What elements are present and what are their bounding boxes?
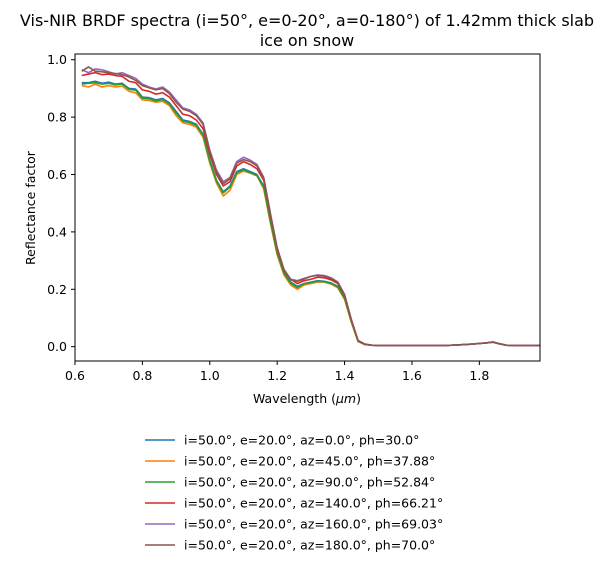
legend-label-4: i=50.0°, e=20.0°, az=140.0°, ph=66.21° — [184, 496, 443, 511]
y-axis-label: Reflectance factor — [23, 150, 38, 265]
x-tick-label: 1.2 — [267, 368, 287, 383]
x-axis-label-prefix: Wavelength ( — [253, 391, 336, 406]
series-line-4 — [81, 71, 540, 347]
legend-label-6: i=50.0°, e=20.0°, az=180.0°, ph=70.0° — [184, 538, 435, 553]
plot-frame — [74, 53, 541, 362]
x-tick-label: 1.8 — [469, 368, 489, 383]
x-axis-label-suffix: ) — [356, 391, 361, 406]
series-line-6 — [81, 66, 540, 347]
series-line-2 — [81, 83, 540, 347]
y-tick-label: 0.6 — [47, 167, 67, 182]
x-tick-label: 1.4 — [335, 368, 355, 383]
legend-label-3: i=50.0°, e=20.0°, az=90.0°, ph=52.84° — [184, 475, 435, 490]
x-tick-label: 1.6 — [402, 368, 422, 383]
chart-title-line-2: ice on snow — [260, 31, 355, 50]
x-tick-label: 0.6 — [65, 368, 85, 383]
y-tick-label: 0.8 — [47, 110, 67, 125]
x-tick-label: 1.0 — [200, 368, 220, 383]
x-axis-label-unit: μm — [335, 391, 356, 406]
legend-label-1: i=50.0°, e=20.0°, az=0.0°, ph=30.0° — [184, 433, 419, 448]
series-line-1 — [81, 80, 540, 347]
y-tick-label: 1.0 — [47, 52, 67, 67]
series-layer — [81, 66, 540, 347]
x-axis: 0.6 0.8 1.0 1.2 1.4 1.6 1.8 — [65, 361, 489, 383]
x-axis-label: Wavelength (μm) — [253, 391, 361, 406]
x-tick-label: 0.8 — [132, 368, 152, 383]
series-line-5 — [81, 68, 540, 347]
legend: i=50.0°, e=20.0°, az=0.0°, ph=30.0° i=50.… — [145, 433, 443, 553]
y-tick-label: 0.4 — [47, 224, 67, 239]
y-tick-label: 0.0 — [47, 339, 67, 354]
legend-label-2: i=50.0°, e=20.0°, az=45.0°, ph=37.88° — [184, 454, 435, 469]
legend-label-5: i=50.0°, e=20.0°, az=160.0°, ph=69.03° — [184, 517, 443, 532]
y-tick-label: 0.2 — [47, 282, 67, 297]
series-line-3 — [81, 81, 540, 347]
y-axis: 0.0 0.2 0.4 0.6 0.8 1.0 — [47, 52, 75, 354]
chart-title-line-1: Vis-NIR BRDF spectra (i=50°, e=0-20°, a=… — [20, 11, 594, 30]
